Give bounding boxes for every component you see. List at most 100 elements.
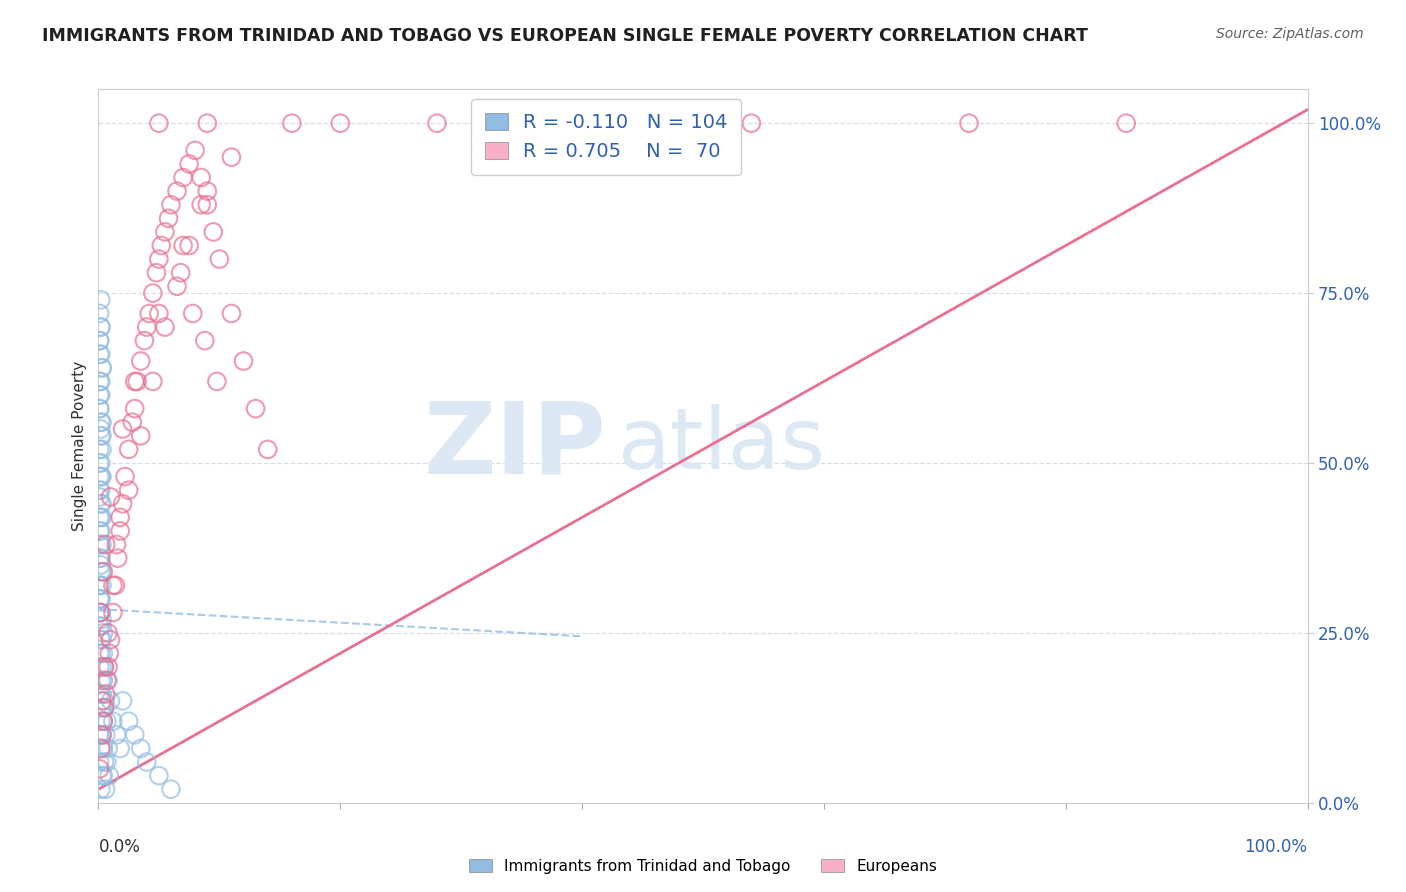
Point: [94, 728, 117, 742]
Point: [91, 442, 114, 457]
Point: [89, 606, 111, 620]
Point: [97, 626, 120, 640]
Point: [169, 266, 191, 280]
Point: [90, 632, 112, 647]
Point: [90, 422, 112, 436]
Point: [90, 497, 112, 511]
Point: [89, 490, 111, 504]
Point: [93, 660, 115, 674]
Point: [90, 741, 112, 756]
Point: [93, 694, 115, 708]
Point: [90, 456, 112, 470]
Point: [90, 606, 112, 620]
Point: [90, 782, 112, 797]
Point: [121, 415, 143, 429]
Point: [135, 320, 157, 334]
Point: [101, 578, 124, 592]
Point: [89, 375, 111, 389]
Point: [118, 442, 141, 457]
Point: [124, 401, 146, 416]
Point: [91, 769, 114, 783]
Point: [148, 252, 170, 266]
Point: [179, 157, 201, 171]
Point: [195, 198, 218, 212]
Point: [124, 375, 146, 389]
Point: [91, 565, 114, 579]
Point: [740, 116, 762, 130]
Point: [100, 490, 122, 504]
Point: [90, 320, 112, 334]
Text: 0.0%: 0.0%: [98, 838, 141, 856]
Point: [190, 198, 212, 212]
Legend: Immigrants from Trinidad and Tobago, Europeans: Immigrants from Trinidad and Tobago, Eur…: [463, 853, 943, 880]
Point: [91, 415, 114, 429]
Point: [100, 632, 122, 647]
Point: [90, 558, 112, 572]
Point: [100, 694, 122, 708]
Point: [91, 687, 114, 701]
Point: [91, 714, 114, 729]
Point: [91, 646, 114, 660]
Point: [89, 728, 111, 742]
Point: [89, 524, 111, 538]
Text: IMMIGRANTS FROM TRINIDAD AND TOBAGO VS EUROPEAN SINGLE FEMALE POVERTY CORRELATIO: IMMIGRANTS FROM TRINIDAD AND TOBAGO VS E…: [42, 27, 1088, 45]
Point: [89, 388, 111, 402]
Point: [96, 673, 118, 688]
Point: [90, 429, 112, 443]
Point: [91, 769, 114, 783]
Point: [89, 306, 111, 320]
Point: [90, 606, 112, 620]
Point: [129, 354, 152, 368]
Point: [426, 116, 449, 130]
Point: [195, 116, 218, 130]
Point: [89, 687, 111, 701]
Point: [89, 347, 111, 361]
Point: [90, 524, 112, 538]
Point: [957, 116, 980, 130]
Point: [160, 198, 183, 212]
Legend: R = -0.110   N = 104, R = 0.705    N =  70: R = -0.110 N = 104, R = 0.705 N = 70: [471, 99, 741, 175]
Point: [118, 483, 141, 498]
Point: [124, 728, 146, 742]
Point: [91, 741, 114, 756]
Point: [142, 375, 165, 389]
Point: [90, 551, 112, 566]
Point: [89, 456, 111, 470]
Point: [108, 741, 131, 756]
Point: [202, 225, 225, 239]
Point: [90, 591, 112, 606]
Point: [91, 537, 114, 551]
Point: [93, 700, 115, 714]
Point: [90, 537, 112, 551]
Point: [90, 510, 112, 524]
Point: [142, 286, 165, 301]
Point: [97, 660, 120, 674]
Point: [89, 591, 111, 606]
Point: [91, 360, 114, 375]
Point: [108, 510, 131, 524]
Point: [134, 334, 156, 348]
Point: [89, 483, 111, 498]
Point: [90, 483, 112, 498]
Text: atlas: atlas: [619, 404, 827, 488]
Point: [91, 714, 114, 729]
Point: [89, 578, 111, 592]
Point: [91, 565, 114, 579]
Point: [98, 646, 121, 660]
Point: [221, 306, 243, 320]
Point: [150, 238, 173, 252]
Point: [474, 116, 496, 130]
Point: [93, 660, 115, 674]
Point: [90, 741, 112, 756]
Point: [679, 116, 702, 130]
Point: [98, 769, 121, 783]
Point: [205, 375, 228, 389]
Point: [245, 401, 267, 416]
Point: [91, 660, 114, 674]
Point: [96, 714, 118, 729]
Point: [91, 632, 114, 647]
Point: [97, 673, 120, 688]
Point: [89, 537, 111, 551]
Point: [94, 687, 117, 701]
Point: [166, 184, 188, 198]
